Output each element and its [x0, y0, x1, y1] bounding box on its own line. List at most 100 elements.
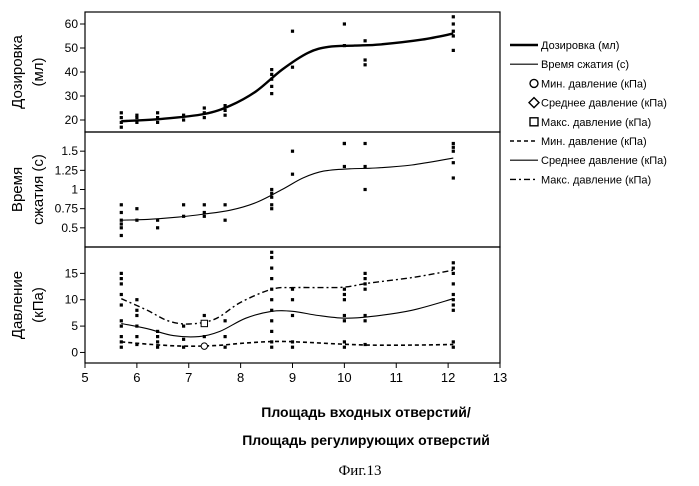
- data-point: [342, 287, 346, 291]
- data-point: [156, 345, 160, 349]
- y-tick-label: 40: [65, 65, 79, 79]
- data-point: [119, 292, 123, 297]
- data-point: [342, 340, 346, 344]
- data-point: [270, 92, 274, 96]
- data-point: [363, 319, 367, 323]
- y-axis-title-line1: Давление: [9, 271, 26, 339]
- x-tick-label: 8: [237, 370, 244, 385]
- data-point: [156, 340, 160, 344]
- data-point: [451, 161, 455, 165]
- data-point: [119, 111, 123, 115]
- legend-swatch-diamond: [528, 96, 540, 109]
- legend-label: Мин. давление (кПа): [541, 78, 647, 90]
- legend-item: Среднее давление (кПа): [528, 96, 667, 110]
- data-point: [135, 113, 139, 117]
- data-point: [270, 84, 274, 88]
- data-point: [119, 125, 123, 129]
- data-point: [342, 164, 346, 169]
- data-point: [119, 222, 123, 226]
- data-point: [119, 233, 123, 238]
- y-tick-label: 1.25: [55, 163, 79, 177]
- data-point: [223, 319, 227, 323]
- data-point: [363, 287, 367, 291]
- data-point: [182, 118, 186, 122]
- legend-label: Среднее давление (кПа): [541, 155, 667, 167]
- data-point: [451, 298, 455, 302]
- y-tick-label: 1.5: [61, 144, 78, 158]
- data-point: [451, 303, 455, 307]
- y-tick-label: 15: [65, 266, 79, 280]
- y-tick-label: 5: [71, 319, 78, 333]
- data-point: [270, 68, 274, 72]
- data-point: [451, 29, 455, 33]
- data-point: [119, 319, 123, 323]
- data-point: [451, 141, 455, 146]
- data-point: [270, 207, 274, 211]
- data-point: [119, 324, 123, 328]
- data-point: [135, 313, 139, 318]
- data-point: [451, 34, 455, 38]
- data-point: [342, 345, 346, 349]
- data-point: [342, 292, 346, 297]
- legend: Дозировка (мл) Время сжатия (с) Мин. давле…: [510, 40, 667, 186]
- data-point: [135, 120, 139, 124]
- legend-swatch-square: [529, 117, 539, 127]
- data-point: [223, 218, 227, 222]
- plot-frame: [84, 131, 501, 248]
- data-point: [451, 261, 455, 265]
- data-point: [270, 203, 274, 207]
- data-point: [223, 108, 227, 112]
- figure-caption: Фиг.13: [338, 463, 381, 479]
- x-tick-label: 10: [337, 370, 351, 385]
- data-point: [451, 266, 455, 270]
- data-point: [290, 149, 295, 153]
- x-tick-label: 11: [390, 370, 404, 385]
- data-point: [290, 313, 295, 318]
- data-point: [451, 22, 455, 26]
- data-point: [451, 271, 455, 275]
- y-tick-label: 0.5: [61, 221, 78, 235]
- legend-label: Среднее давление (кПа): [541, 98, 667, 110]
- data-point: [270, 319, 274, 323]
- data-point: [135, 298, 139, 302]
- data-point: [156, 218, 160, 222]
- data-point: [363, 313, 367, 318]
- data-point: [270, 191, 274, 195]
- data-point: [363, 39, 367, 43]
- series-line-thin-line: [121, 298, 454, 338]
- data-point: [202, 335, 206, 339]
- y-axis-title-line1: Дозировка: [9, 35, 26, 109]
- legend-item: Среднее давление (кПа): [510, 155, 667, 167]
- y-axis-title-line1: Время: [9, 167, 26, 212]
- data-point: [119, 282, 123, 286]
- data-point: [451, 345, 455, 349]
- data-point: [451, 176, 455, 180]
- series-line-thin-line: [121, 157, 454, 221]
- data-point: [182, 337, 186, 341]
- data-point: [451, 340, 455, 344]
- data-point: [290, 345, 295, 349]
- data-point: [135, 207, 139, 211]
- x-tick-label: 6: [133, 370, 140, 385]
- data-point: [119, 203, 123, 207]
- x-tick-label: 7: [185, 370, 192, 385]
- data-point: [342, 141, 346, 146]
- data-point: [119, 277, 123, 281]
- data-point: [270, 266, 274, 270]
- data-point: [451, 48, 455, 52]
- x-tick-label: 13: [493, 370, 507, 385]
- data-point: [135, 335, 139, 339]
- y-tick-label: 30: [65, 89, 79, 103]
- legend-label: Время сжатия (с): [541, 59, 629, 71]
- data-point: [451, 145, 455, 149]
- data-point: [202, 210, 206, 215]
- data-point: [135, 116, 139, 120]
- data-point: [119, 335, 123, 339]
- series-line-thick-line: [121, 32, 454, 123]
- y-tick-label: 0: [71, 345, 78, 359]
- y-tick-label: 60: [65, 17, 79, 31]
- legend-item: Макс. давление (кПа): [510, 174, 651, 186]
- data-point: [223, 335, 227, 339]
- data-point: [270, 195, 274, 199]
- legend-item: Дозировка (мл): [510, 40, 619, 52]
